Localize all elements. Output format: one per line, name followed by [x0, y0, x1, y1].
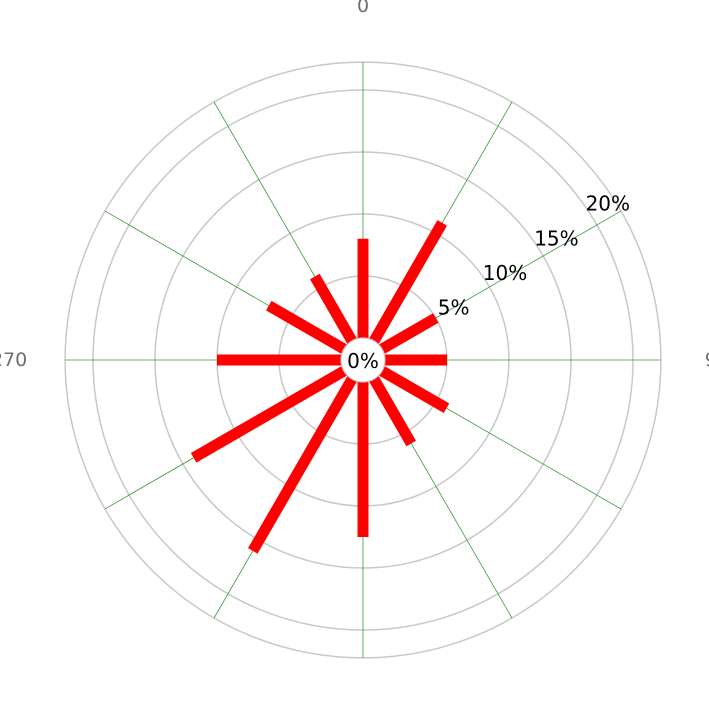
- ring-label-10: 10%: [483, 261, 527, 285]
- bar-120: [379, 366, 450, 413]
- bar-60: [379, 313, 439, 354]
- ring-label-15: 15%: [534, 226, 578, 250]
- direction-label-90: 90: [705, 349, 709, 371]
- bar-240: [190, 366, 347, 463]
- direction-label-270: 270: [0, 349, 27, 371]
- bar-210: [248, 376, 357, 554]
- ring-label-20: 20%: [586, 192, 630, 216]
- bar-30: [369, 220, 447, 344]
- center: 0%: [340, 337, 386, 383]
- bar-330: [310, 273, 357, 344]
- bar-150: [369, 376, 416, 447]
- bars: [190, 220, 450, 554]
- ring-labels: 5% 10% 15% 20%: [438, 192, 630, 320]
- bar-300: [266, 300, 347, 354]
- direction-label-0: 0: [357, 0, 369, 17]
- center-hole: [340, 337, 386, 383]
- ring-label-5: 5%: [438, 296, 470, 320]
- center-label: 0%: [347, 349, 379, 373]
- direction-label-180: 180: [345, 703, 381, 704]
